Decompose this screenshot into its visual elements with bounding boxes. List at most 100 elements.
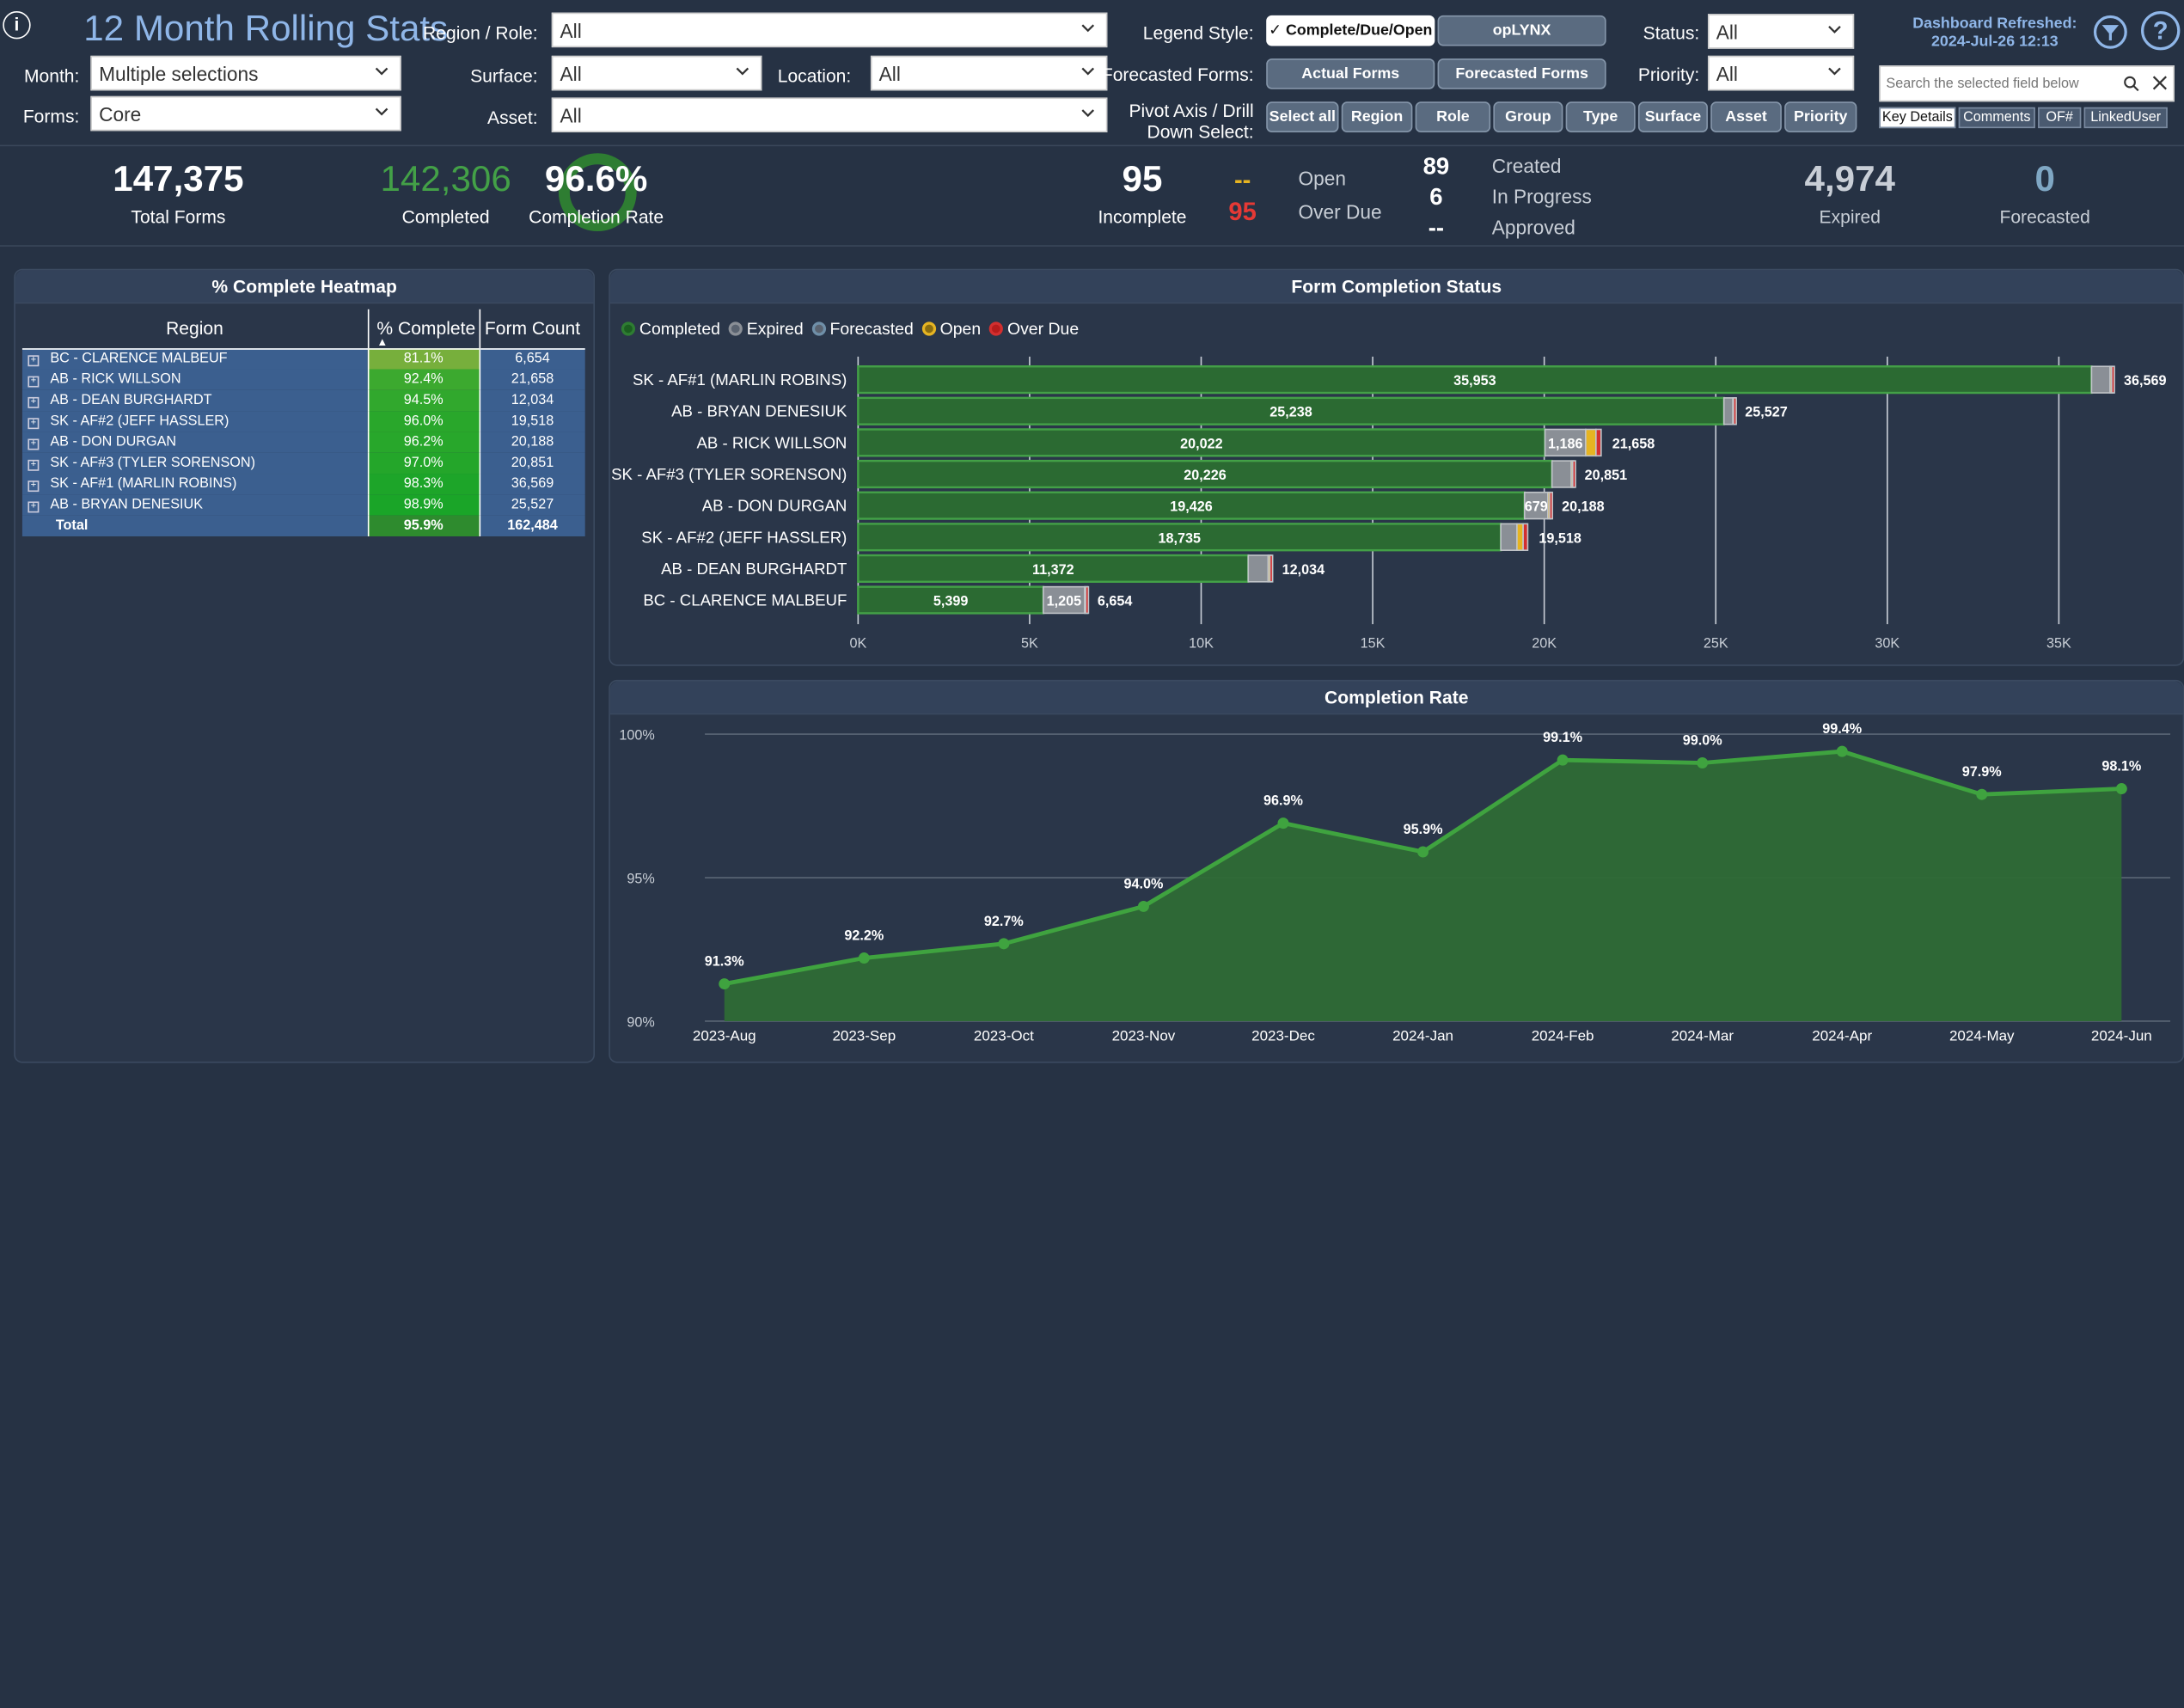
bar-segment-open[interactable] [1585,428,1597,457]
bar-total-label: 21,658 [1612,436,1655,451]
heatmap-col-region[interactable]: Region [21,309,368,349]
refresh-filter-icon[interactable] [2089,11,2132,53]
heatmap-row[interactable]: + SK - AF#3 (TYLER SORENSON) 97.0% 20,851 [21,452,585,474]
data-point[interactable] [1417,846,1429,858]
completion-rate-label: Completion Rate [529,205,664,228]
legend-item-completed[interactable]: Completed [621,319,720,339]
incomplete-label: Incomplete [1098,205,1187,228]
asset-value: All [560,104,582,127]
pivot-select-all-button[interactable]: Select all [1266,101,1339,132]
heatmap-row[interactable]: + AB - DON DURGAN 96.2% 20,188 [21,432,585,453]
close-icon[interactable] [2150,74,2169,92]
incomplete-value: 95 [1122,157,1163,199]
pivot-region-button[interactable]: Region [1341,101,1413,132]
status-label: Status: [1643,21,1700,44]
status-dropdown[interactable]: All [1707,14,1855,49]
bar-segment-expired[interactable] [2090,365,2111,394]
legend-item-over-due[interactable]: Over Due [988,319,1079,339]
legend-style-complete-button[interactable]: ✓ Complete/Due/Open [1266,15,1435,46]
x-tick-label: 2023-Aug [693,1028,756,1044]
surface-dropdown[interactable]: All [551,55,762,91]
legend-item-open[interactable]: Open [921,319,981,339]
forms-dropdown[interactable]: Core [90,95,401,132]
heatmap-region-cell: + AB - RICK WILLSON [21,369,368,390]
heatmap-row[interactable]: + AB - RICK WILLSON 92.4% 21,658 [21,369,585,390]
priority-dropdown[interactable]: All [1707,55,1855,91]
data-point-label: 99.1% [1543,730,1582,745]
heatmap-col-count[interactable]: Form Count [478,309,585,349]
expand-icon[interactable]: + [28,376,40,388]
legend-item-forecasted[interactable]: Forecasted [811,319,914,339]
pivot-group-button[interactable]: Group [1493,101,1563,132]
bar-segment-over-due[interactable] [2111,365,2115,394]
expand-icon[interactable]: + [28,501,40,513]
bar-segment-over-due[interactable] [1595,428,1602,457]
heatmap-col-pct[interactable]: % Complete ▲ [367,309,480,349]
pivot-asset-button[interactable]: Asset [1710,101,1782,132]
data-point[interactable] [1137,900,1149,912]
expand-icon[interactable]: + [28,418,40,430]
bar-segment-over-due[interactable] [1733,397,1737,425]
bar-segment-over-due[interactable] [1549,491,1554,520]
month-dropdown[interactable]: Multiple selections [90,55,401,91]
help-icon[interactable]: ? [2138,9,2183,53]
bar-segment-completed[interactable] [857,491,1526,520]
asset-dropdown[interactable]: All [551,97,1108,132]
data-point[interactable] [1697,757,1709,768]
expand-icon[interactable]: + [28,481,40,493]
field-tab-linkeduser[interactable]: LinkedUser [2083,107,2168,129]
legend-style-oplynx-button[interactable]: opLYNX [1437,15,1606,46]
region-role-dropdown[interactable]: All [551,12,1108,48]
search-box[interactable] [1879,65,2175,102]
data-point[interactable] [858,952,870,964]
data-point-label: 99.4% [1822,721,1862,737]
bar-segment-over-due[interactable] [1269,554,1274,583]
data-point[interactable] [2115,783,2127,795]
pivot-surface-button[interactable]: Surface [1637,101,1708,132]
bar-segment-expired[interactable] [1247,554,1269,583]
actual-forms-button[interactable]: Actual Forms [1266,58,1435,89]
field-tab-comments[interactable]: Comments [1958,107,2035,129]
legend-item-expired[interactable]: Expired [728,319,804,339]
pivot-type-button[interactable]: Type [1565,101,1636,132]
heatmap-row[interactable]: + SK - AF#1 (MARLIN ROBINS) 98.3% 36,569 [21,474,585,495]
data-point[interactable] [998,938,1010,950]
heatmap-table: Region % Complete ▲ Form Count + BC - CLAR… [21,309,585,536]
bar-segment-expired[interactable] [1544,428,1587,457]
data-point[interactable] [1277,817,1289,830]
forecasted-forms-label: Forecasted Forms: [1101,64,1254,85]
data-point[interactable] [719,978,731,990]
location-dropdown[interactable]: All [870,55,1108,91]
field-tab-keydetails[interactable]: Key Details [1879,107,1956,129]
bar-segment-over-due[interactable] [1522,523,1529,551]
heatmap-row[interactable]: + BC - CLARENCE MALBEUF 81.1% 6,654 [21,348,585,370]
bar-segment-completed[interactable] [857,554,1250,584]
expand-icon[interactable]: + [28,438,40,450]
heatmap-region-cell: + AB - BRYAN DENESIUK [21,494,368,516]
info-icon[interactable]: i [3,10,31,40]
expand-icon[interactable]: + [28,459,40,471]
data-point[interactable] [1836,745,1848,757]
location-value: All [878,62,901,85]
search-input[interactable] [1886,72,2116,96]
search-icon[interactable] [2123,76,2139,92]
expand-icon[interactable]: + [28,355,40,367]
bar-segment-expired[interactable] [1500,523,1518,551]
data-point[interactable] [1976,788,1988,800]
field-tab-of[interactable]: OF# [2038,107,2082,129]
forecasted-forms-button[interactable]: Forecasted Forms [1437,58,1606,89]
bar-segment-over-due[interactable] [1085,585,1090,615]
bar-segment-over-due[interactable] [1572,460,1576,488]
expand-icon[interactable]: + [28,396,40,408]
bar-segment-expired[interactable] [1551,460,1572,488]
data-point[interactable] [1557,754,1569,766]
heatmap-row[interactable]: + SK - AF#2 (JEFF HASSLER) 96.0% 19,518 [21,411,585,432]
legend-dot-icon [921,321,936,336]
bar-segment-completed[interactable] [857,365,2093,395]
heatmap-row[interactable]: + AB - DEAN BURGHARDT 94.5% 12,034 [21,389,585,412]
heatmap-row[interactable]: + AB - BRYAN DENESIUK 98.9% 25,527 [21,494,585,516]
pivot-role-button[interactable]: Role [1415,101,1491,132]
pivot-priority-button[interactable]: Priority [1784,101,1857,132]
bar-segment-expired[interactable] [1722,397,1734,425]
bar-segment-open[interactable] [1516,523,1524,551]
